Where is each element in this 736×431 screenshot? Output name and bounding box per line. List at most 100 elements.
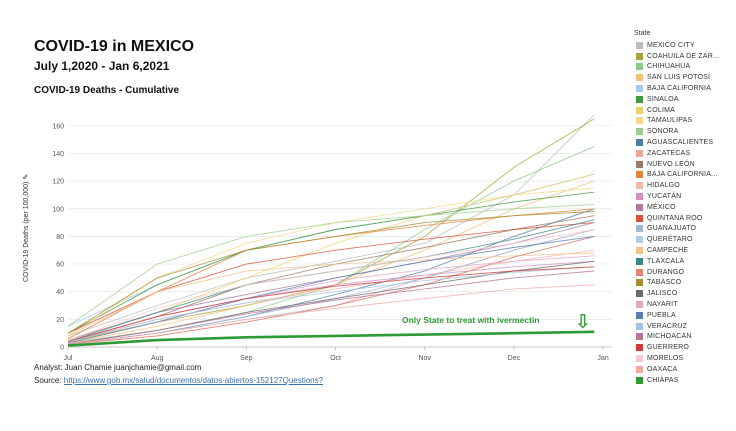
legend-item[interactable]: GUERRERO: [632, 342, 736, 353]
legend-item[interactable]: BAJA CALIFORNIA: [632, 83, 736, 94]
page-title: COVID-19 in MEXICO: [34, 38, 195, 55]
legend-swatch: [636, 149, 643, 157]
legend-item[interactable]: NAYARIT: [632, 299, 736, 310]
legend-item[interactable]: SINALOA: [632, 94, 736, 105]
legend-swatch: [636, 268, 643, 276]
series-line: [67, 266, 595, 342]
legend-swatch: [636, 257, 643, 265]
legend-swatch: [636, 290, 643, 298]
legend-label: VERACRUZ: [647, 322, 688, 330]
legend-label: GUANAJUATO: [647, 225, 697, 233]
legend-item[interactable]: MÉXICO: [632, 202, 736, 213]
legend-item[interactable]: ZACATECAS: [632, 148, 736, 159]
legend-label: SONORA: [647, 128, 679, 136]
legend-item[interactable]: HIDALGO: [632, 180, 736, 191]
series-line: [67, 284, 595, 345]
legend-swatch: [636, 171, 643, 179]
legend-label: NUEVO LEÓN: [647, 160, 695, 168]
legend: State MEXICO CITY COAHUILA DE ZAR... CHIHU…: [632, 30, 736, 386]
series-line: [67, 260, 595, 342]
legend-item[interactable]: COAHUILA DE ZAR...: [632, 51, 736, 62]
x-tick-label: Dec: [508, 355, 521, 362]
legend-item[interactable]: MICHOACÁN: [632, 332, 736, 343]
legend-item[interactable]: SONORA: [632, 126, 736, 137]
legend-item[interactable]: GUANAJUATO: [632, 224, 736, 235]
legend-swatch: [636, 139, 643, 147]
x-tick-label: Oct: [330, 355, 341, 362]
legend-item[interactable]: VERACRUZ: [632, 321, 736, 332]
legend-label: NAYARIT: [647, 301, 678, 309]
legend-item[interactable]: CHIHUAHUA: [632, 62, 736, 73]
legend-item[interactable]: TLAXCALA: [632, 256, 736, 267]
legend-swatch: [636, 247, 643, 255]
legend-swatch: [636, 63, 643, 71]
legend-item[interactable]: TAMAULIPAS: [632, 116, 736, 127]
legend-item[interactable]: COLIMA: [632, 105, 736, 116]
legend-swatch: [636, 311, 643, 319]
legend-item[interactable]: JALISCO: [632, 288, 736, 299]
legend-swatch: [636, 236, 643, 244]
legend-label: TABASCO: [647, 279, 682, 287]
legend-item[interactable]: QUERÉTARO: [632, 234, 736, 245]
legend-item[interactable]: MORELOS: [632, 353, 736, 364]
legend-swatch: [636, 279, 643, 287]
series-line-highlight: [67, 330, 595, 347]
source-line: Source: https://www.gob.mx/salud/documen…: [34, 376, 323, 385]
legend-list: MEXICO CITY COAHUILA DE ZAR... CHIHUAHUA SA…: [632, 40, 736, 386]
legend-label: CAMPECHE: [647, 247, 689, 255]
legend-item[interactable]: YUCATÁN: [632, 191, 736, 202]
legend-swatch: [636, 214, 643, 222]
y-tick-label: 100: [52, 206, 64, 213]
legend-swatch: [636, 117, 643, 125]
legend-label: MÉXICO: [647, 203, 676, 211]
legend-swatch: [636, 193, 643, 201]
legend-swatch: [636, 376, 643, 384]
series-line: [67, 211, 595, 334]
y-tick-label: 140: [52, 151, 64, 158]
x-tick-label: Aug: [151, 355, 164, 362]
legend-label: ZACATECAS: [647, 149, 691, 157]
legend-label: MICHOACÁN: [647, 333, 692, 341]
legend-swatch: [636, 203, 643, 211]
legend-label: CHIAPAS: [647, 376, 679, 384]
legend-item[interactable]: CAMPECHE: [632, 245, 736, 256]
legend-label: QUINTANA ROO: [647, 214, 703, 222]
legend-label: MORELOS: [647, 355, 684, 362]
y-tick-label: 20: [56, 317, 64, 324]
source-link[interactable]: https://www.gob.mx/salud/documentos/dato…: [63, 376, 283, 385]
legend-item[interactable]: QUINTANA ROO: [632, 213, 736, 224]
questions-link[interactable]: Questions?: [282, 376, 324, 385]
series-line: [67, 270, 595, 345]
annotation-text: Only State to treat with ivermectin: [402, 315, 539, 325]
legend-swatch: [636, 344, 643, 352]
legend-item[interactable]: AGUASCALIENTES: [632, 137, 736, 148]
legend-item[interactable]: SAN LUIS POTOSÍ: [632, 72, 736, 83]
legend-item[interactable]: BAJA CALIFORNIA...: [632, 170, 736, 181]
legend-item[interactable]: NUEVO LEÓN: [632, 159, 736, 170]
y-tick-label: 0: [60, 345, 64, 352]
legend-swatch: [636, 128, 643, 136]
legend-item[interactable]: MEXICO CITY: [632, 40, 736, 51]
legend-label: GUERRERO: [647, 344, 690, 352]
legend-label: QUERÉTARO: [647, 236, 693, 244]
legend-item[interactable]: TABASCO: [632, 278, 736, 289]
legend-swatch: [636, 52, 643, 60]
y-tick-label: 80: [56, 234, 64, 241]
legend-swatch: [636, 41, 643, 49]
legend-item[interactable]: PUEBLA: [632, 310, 736, 321]
legend-item[interactable]: DURANGO: [632, 267, 736, 278]
legend-label: OAXACA: [647, 365, 678, 373]
legend-item[interactable]: OAXACA: [632, 364, 736, 375]
legend-label: AGUASCALIENTES: [647, 139, 714, 147]
legend-label: CHIHUAHUA: [647, 63, 691, 71]
y-tick-label: 40: [56, 289, 64, 296]
series-line: [67, 252, 595, 337]
series-line: [67, 266, 595, 342]
legend-swatch: [636, 106, 643, 114]
legend-swatch: [636, 322, 643, 330]
legend-item[interactable]: CHIAPAS: [632, 375, 736, 386]
legend-label: PUEBLA: [647, 311, 676, 319]
y-tick-label: 120: [52, 179, 64, 186]
legend-label: SINALOA: [647, 95, 679, 103]
